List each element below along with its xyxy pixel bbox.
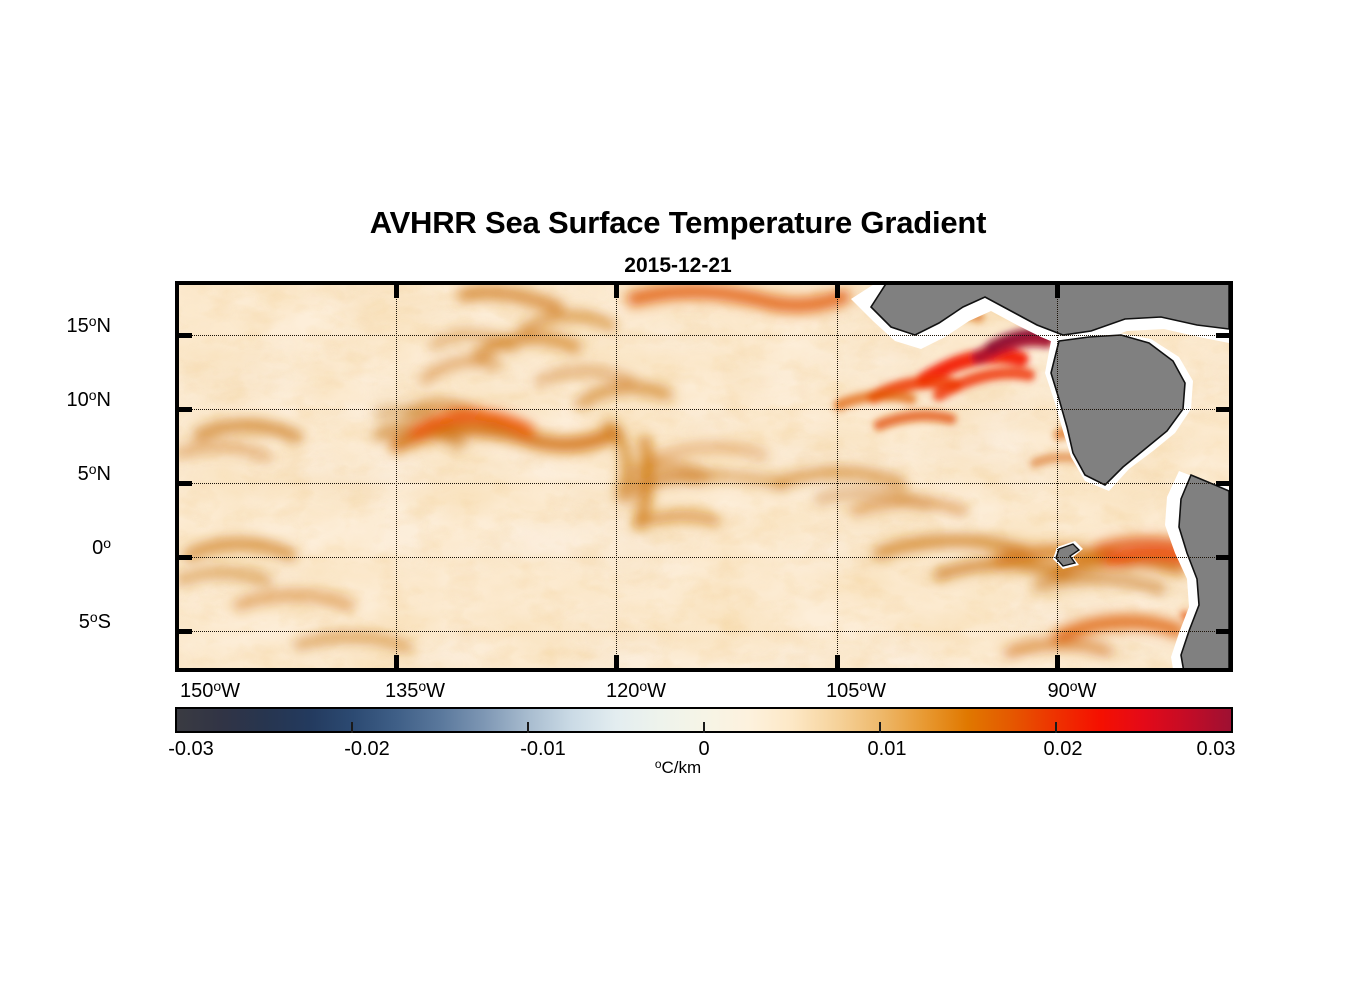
colorbar-tick [1055, 722, 1057, 733]
axis-tick-top [835, 285, 840, 298]
colorbar-tick-label: 0.01 [867, 738, 907, 760]
y-tick-label: 10oN [67, 387, 112, 412]
axis-tick-right [1216, 629, 1229, 634]
x-tick-hemisphere: W [647, 679, 667, 702]
colorbar-tick-label: -0.02 [344, 738, 390, 760]
x-tick-label: 90oW [1048, 678, 1097, 703]
colorbar-unit-label: oC/km [0, 757, 1356, 778]
axis-tick-top [1055, 285, 1060, 298]
gridline-vertical [1057, 285, 1058, 668]
y-tick-value: 0 [92, 536, 104, 559]
y-tick-value: 5 [77, 462, 89, 485]
degree-symbol: o [88, 387, 97, 403]
degree-symbol: o [1069, 678, 1078, 694]
gridline-vertical [837, 285, 838, 668]
axis-tick-right [1216, 407, 1229, 412]
axis-tick-left [179, 481, 192, 486]
y-tick-label: 0o [92, 535, 111, 560]
sst-gradient-field [179, 285, 1229, 668]
y-tick-label: 5oS [79, 609, 111, 634]
colorbar-tick-label: -0.01 [520, 738, 566, 760]
degree-symbol: o [654, 757, 662, 771]
gridline-vertical [616, 285, 617, 668]
colorbar-tick [703, 722, 705, 733]
degree-symbol: o [88, 313, 97, 329]
axis-tick-right [1216, 481, 1229, 486]
x-tick-value: 90 [1047, 679, 1070, 702]
degree-symbol: o [103, 535, 111, 551]
x-tick-label: 105oW [826, 678, 886, 703]
colorbar-tick [351, 722, 353, 733]
y-tick-label: 15oN [67, 313, 112, 338]
axis-tick-bottom [835, 655, 840, 668]
x-tick-hemisphere: W [1077, 679, 1097, 702]
gridline-horizontal [179, 335, 1229, 336]
axis-tick-right [1216, 555, 1229, 560]
degree-symbol: o [639, 678, 648, 694]
x-tick-hemisphere: W [221, 679, 241, 702]
degree-symbol: o [859, 678, 868, 694]
colorbar-unit-text: C/km [661, 757, 702, 777]
colorbar-tick-label: 0.02 [1043, 738, 1083, 760]
axis-tick-left [179, 333, 192, 338]
x-tick-label: 150oW [180, 678, 240, 703]
figure-subtitle: 2015-12-21 [624, 254, 732, 277]
colorbar-tick [879, 722, 881, 733]
axis-tick-top [394, 285, 399, 298]
axis-tick-left [179, 407, 192, 412]
map-axes [175, 281, 1233, 672]
degree-symbol: o [418, 678, 427, 694]
map-plot-area [179, 285, 1229, 668]
axis-tick-bottom [394, 655, 399, 668]
x-tick-label: 120oW [606, 678, 666, 703]
colorbar-tick-label: 0 [698, 738, 710, 760]
x-tick-label: 135oW [385, 678, 445, 703]
y-tick-label: 5oN [78, 461, 111, 486]
colorbar-gradient [177, 709, 1231, 731]
colorbar-tick [527, 722, 529, 733]
gridline-horizontal [179, 631, 1229, 632]
degree-symbol: o [213, 678, 222, 694]
x-tick-value: 150 [179, 679, 214, 702]
gridline-horizontal [179, 557, 1229, 558]
y-tick-hemisphere: N [96, 314, 111, 337]
colorbar-tick-label: 0.03 [1196, 738, 1236, 760]
y-tick-hemisphere: S [97, 610, 111, 633]
degree-symbol: o [88, 461, 97, 477]
y-tick-hemisphere: N [96, 388, 111, 411]
y-tick-value: 10 [66, 388, 89, 411]
y-tick-hemisphere: N [96, 462, 111, 485]
axis-tick-bottom [1055, 655, 1060, 668]
page-title: AVHRR Sea Surface Temperature Gradient [369, 205, 987, 240]
axis-tick-left [179, 555, 192, 560]
axis-tick-top [614, 285, 619, 298]
x-tick-hemisphere: W [426, 679, 446, 702]
x-tick-value: 105 [825, 679, 860, 702]
axis-tick-left [179, 629, 192, 634]
axis-tick-bottom [614, 655, 619, 668]
axis-tick-right [1216, 333, 1229, 338]
colorbar[interactable] [175, 707, 1233, 733]
x-tick-hemisphere: W [867, 679, 887, 702]
gridline-vertical [396, 285, 397, 668]
gridline-horizontal [179, 483, 1229, 484]
degree-symbol: o [89, 609, 98, 625]
y-tick-value: 5 [78, 610, 90, 633]
gridline-horizontal [179, 409, 1229, 410]
y-tick-value: 15 [66, 314, 89, 337]
x-tick-value: 135 [384, 679, 419, 702]
x-tick-value: 120 [605, 679, 640, 702]
land-masses [851, 285, 1229, 668]
colorbar-tick-label: -0.03 [168, 738, 214, 760]
